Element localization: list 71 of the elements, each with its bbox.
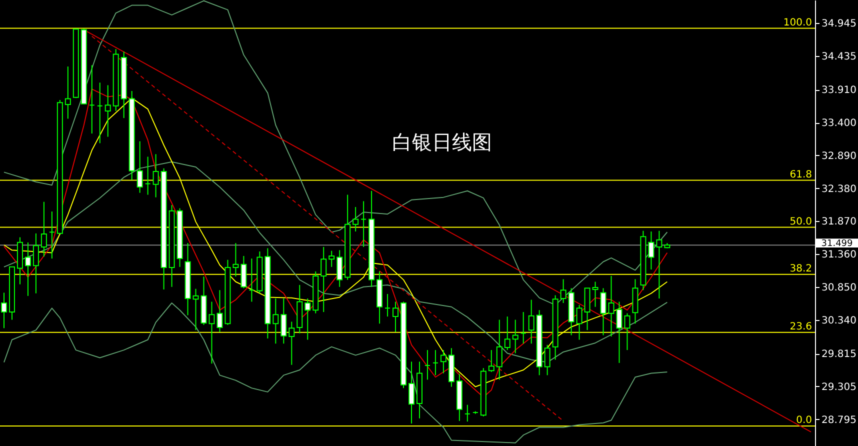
candlestick <box>520 312 526 344</box>
y-tick-label: 34.945 <box>822 18 856 30</box>
candlestick <box>272 298 279 344</box>
candlestick <box>136 140 143 194</box>
candlestick <box>328 250 335 268</box>
line-series <box>3 0 668 306</box>
candlestick <box>424 350 430 380</box>
candlestick <box>488 350 494 372</box>
y-tick-label: 29.305 <box>822 382 856 393</box>
text: 白银日线图 <box>392 130 492 154</box>
y-tick-label: 33.910 <box>822 85 856 96</box>
y-tick-label: 29.815 <box>822 349 856 360</box>
candlestick <box>544 344 550 376</box>
candlestick <box>464 404 470 422</box>
candlestick <box>64 66 71 120</box>
y-tick-label: 32.890 <box>822 150 856 162</box>
candlestick <box>40 201 47 258</box>
candlestick <box>232 242 239 278</box>
candlestick <box>648 230 654 270</box>
candlestick <box>512 319 518 354</box>
candlestick <box>600 288 606 336</box>
candlestick <box>288 321 295 366</box>
y-tick-label: 31.360 <box>822 250 856 261</box>
candlestick <box>584 288 590 331</box>
candlestick <box>248 258 255 302</box>
annotation: 100.0 <box>783 17 812 28</box>
annotation: 23.6 <box>790 321 812 332</box>
candlestick <box>144 156 151 196</box>
y-tick-label: 30.850 <box>822 282 856 294</box>
candlestick <box>408 361 414 424</box>
candlestick <box>104 84 111 138</box>
candlestick <box>352 206 359 232</box>
annotation: 50.0 <box>790 216 812 228</box>
annotation: 0.0 <box>796 415 812 426</box>
y-tick-label: 28.795 <box>822 414 856 426</box>
candlestick <box>216 290 223 333</box>
candlestick <box>504 316 510 351</box>
candlestick <box>24 242 31 296</box>
candlestick <box>496 319 502 380</box>
y-tick-label: 30.340 <box>822 315 856 326</box>
ref-line-label: 31.499 <box>821 239 854 250</box>
annotation: 61.8 <box>790 169 812 180</box>
candlestick <box>0 292 7 329</box>
line-series <box>3 302 668 444</box>
y-tick-label: 33.400 <box>822 118 856 130</box>
candlestick <box>304 298 311 340</box>
candlestick <box>192 288 199 331</box>
candlestick <box>656 230 662 299</box>
candlestick <box>48 210 55 260</box>
candlestick <box>440 350 446 374</box>
candlestick <box>432 350 438 376</box>
candlestick <box>360 200 367 248</box>
candlestick <box>96 82 103 144</box>
candlestick <box>392 301 399 333</box>
candlestick <box>336 250 343 288</box>
y-tick-label: 31.870 <box>822 216 856 228</box>
candlestick <box>624 312 630 351</box>
annotation: 38.2 <box>790 263 812 274</box>
y-tick-label: 34.435 <box>822 51 856 62</box>
candlestick <box>280 298 287 344</box>
candlestick <box>528 299 534 344</box>
candlestick <box>32 232 39 294</box>
candlestick <box>320 246 327 313</box>
candlestick <box>576 304 582 340</box>
candlestick <box>384 293 391 318</box>
candlestick <box>152 154 159 198</box>
candlestick <box>240 255 247 289</box>
candlestick <box>88 64 95 134</box>
y-tick-label: 32.380 <box>822 184 856 195</box>
candlestick <box>560 278 566 304</box>
candlestick <box>592 281 598 308</box>
